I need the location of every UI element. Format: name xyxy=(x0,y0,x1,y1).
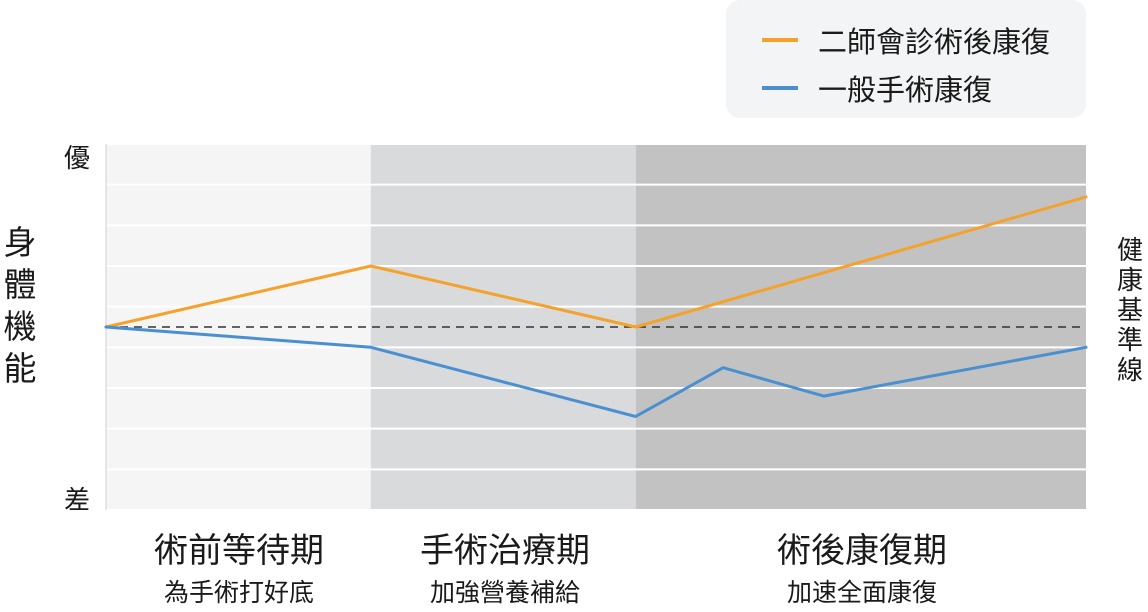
legend-label: 二師會診術後康復 xyxy=(818,25,1051,59)
y-axis-label: 身體機能 xyxy=(3,223,37,388)
phase-subtitle: 加強營養補給 xyxy=(429,578,580,607)
y-tick-bottom: 差 xyxy=(64,486,91,516)
phase-label-recovery: 術後康復期 加速全面康復 xyxy=(638,530,1086,610)
phase-subtitle: 為手術打好底 xyxy=(163,578,314,607)
series-line-0 xyxy=(104,195,1088,329)
phase-subtitle: 加速全面康復 xyxy=(786,578,937,607)
legend-swatch-blue xyxy=(762,86,798,90)
phase-label-pre-op: 術前等待期 為手術打好底 xyxy=(106,530,372,610)
legend: 二師會診術後康復 一般手術康復 xyxy=(726,0,1086,118)
series-line-1 xyxy=(104,325,1088,418)
phase-label-treatment: 手術治療期 加強營養補給 xyxy=(372,530,638,610)
baseline-label: 健康基準線 xyxy=(1116,236,1143,386)
y-tick-top: 優 xyxy=(64,144,91,174)
phase-title: 術前等待期 xyxy=(154,531,324,571)
legend-label: 一般手術康復 xyxy=(818,73,993,107)
phase-title: 術後康復期 xyxy=(777,531,947,571)
legend-item-general: 一般手術康復 xyxy=(762,68,992,108)
phase-title: 手術治療期 xyxy=(420,531,590,571)
legend-swatch-orange xyxy=(762,38,798,42)
legend-item-consult: 二師會診術後康復 xyxy=(762,20,1050,60)
